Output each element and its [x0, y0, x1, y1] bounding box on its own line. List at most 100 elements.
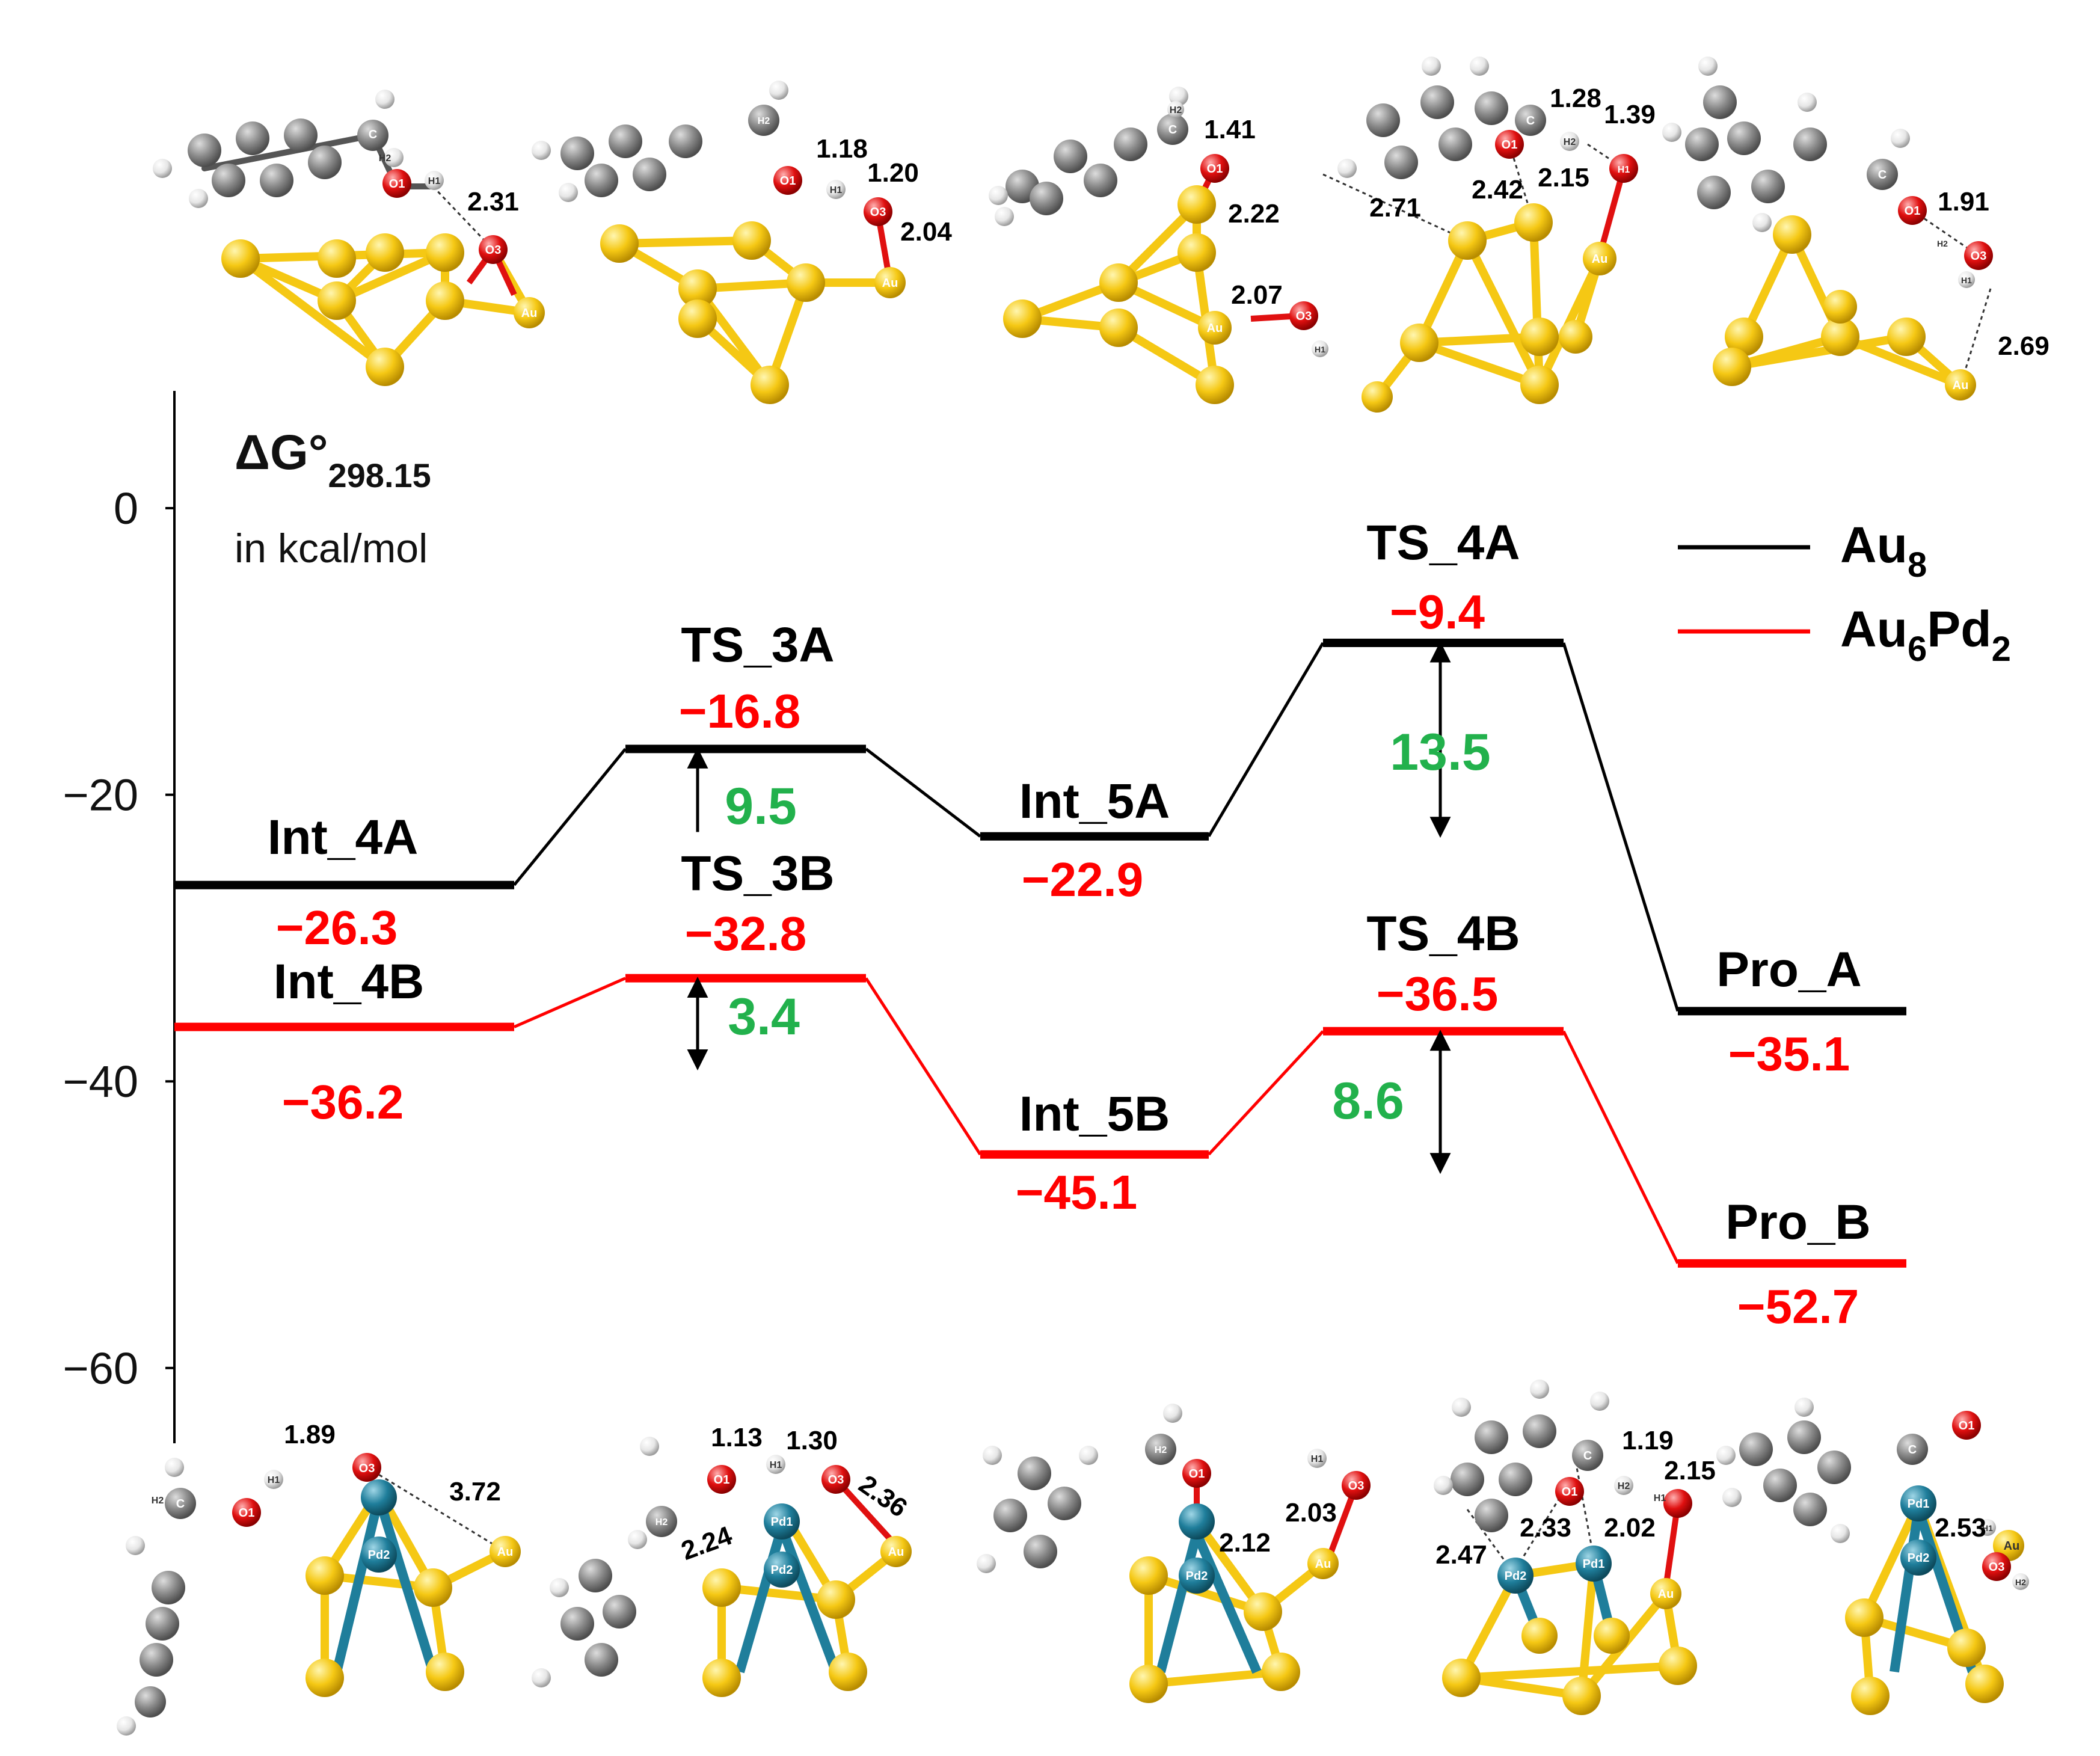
atom-label: O1	[1502, 138, 1518, 152]
state-value-ts_4b: −36.5	[1377, 967, 1498, 1021]
state-labels: Int_4A −26.3 TS_3A −16.8 Int_5A −22.9 TS_4A −9.…	[268, 515, 1871, 1333]
atom-label: H2	[2015, 1577, 2026, 1587]
state-name-ts_3b: TS_3B	[681, 846, 834, 901]
distance-label: 2.12	[1219, 1528, 1271, 1558]
atom-label: Au	[521, 307, 538, 320]
connector-line	[864, 977, 982, 1156]
distance-label: 2.22	[1228, 199, 1280, 229]
y-axis-ticks: 0 −20 −40 −60	[63, 484, 174, 1393]
legend: Au8 Au6Pd2	[1678, 517, 2011, 669]
atom-label: C	[1908, 1443, 1917, 1457]
atom-label: H1	[428, 176, 441, 186]
y-axis-title: ΔG°298.15 in kcal/mol	[235, 425, 431, 571]
atom-label: Pd2	[1505, 1570, 1527, 1583]
connector-line	[865, 748, 981, 838]
atom-label: Au	[882, 277, 898, 290]
atom-label: H2	[1155, 1445, 1167, 1455]
atom-label: H2	[655, 1517, 668, 1527]
atom-label: O1	[239, 1506, 255, 1520]
atom-label: H2	[379, 153, 391, 164]
distance-label: 2.69	[1998, 331, 2049, 361]
structure-bottom-1	[117, 1453, 521, 1736]
distance-label: 2.04	[900, 217, 952, 247]
state-name-pro_b: Pro_B	[1725, 1195, 1871, 1250]
y-tick-label: −20	[63, 770, 138, 820]
atom-label: Au	[1658, 1588, 1674, 1601]
atom-label: H1	[770, 1460, 782, 1470]
connector-line	[1562, 642, 1680, 1012]
legend-label-au6pd2: Au6Pd2	[1840, 601, 2011, 669]
atom-label: Au	[1315, 1558, 1331, 1571]
atom-label: Pd2	[368, 1549, 390, 1562]
state-name-pro_a: Pro_A	[1716, 942, 1862, 997]
distance-label: 1.30	[786, 1426, 838, 1455]
atom-label: H1	[1618, 165, 1630, 175]
atom-label: C	[1878, 168, 1887, 182]
distance-label: 1.28	[1550, 84, 1601, 113]
distance-label: 2.36	[853, 1469, 912, 1523]
atom-label: O1	[1959, 1419, 1975, 1432]
distance-label: 2.03	[1285, 1498, 1337, 1527]
y-tick-label: 0	[114, 484, 138, 533]
atom-label: Pd2	[1908, 1552, 1930, 1565]
atom-label: O1	[714, 1473, 730, 1487]
distance-label: 2.47	[1435, 1540, 1487, 1570]
distance-label: 1.91	[1938, 187, 1989, 216]
state-name-int_4b: Int_4B	[274, 954, 425, 1009]
y-tick-label: −40	[63, 1057, 138, 1107]
state-value-pro_b: −52.7	[1737, 1280, 1859, 1333]
distance-label: 2.15	[1664, 1456, 1716, 1485]
atom-label: Pd1	[1908, 1497, 1930, 1511]
structure-bottom-3	[977, 1404, 1371, 1703]
atom-label: O1	[1905, 204, 1921, 218]
state-name-int_4a: Int_4A	[268, 810, 419, 865]
atom-label: H1	[1311, 1454, 1324, 1464]
state-name-int_5b: Int_5B	[1019, 1087, 1170, 1141]
atom-label: O3	[485, 244, 502, 257]
atom-label: Au	[1207, 322, 1223, 335]
atom-label: O1	[1189, 1467, 1205, 1481]
state-value-ts_3b: −32.8	[685, 907, 806, 960]
state-value-int_4a: −26.3	[276, 901, 398, 954]
state-value-ts_3a: −16.8	[679, 684, 800, 738]
atom-label: O3	[870, 206, 886, 219]
distance-label: 1.39	[1604, 100, 1656, 129]
structure-bottom-2	[532, 1437, 912, 1697]
state-value-int_5a: −22.9	[1022, 853, 1143, 906]
structure-top-1	[153, 90, 545, 386]
atom-label: H2	[152, 1496, 164, 1506]
atom-label: H1	[830, 185, 843, 195]
structure-top-4	[1322, 57, 1638, 413]
distance-label: 3.72	[449, 1477, 501, 1506]
atom-label: C	[1168, 123, 1177, 137]
barrier-label: 8.6	[1332, 1072, 1404, 1130]
distance-label: 2.53	[1935, 1513, 1986, 1543]
atom-label: Pd2	[1186, 1570, 1208, 1583]
atom-label: Au	[1592, 253, 1608, 266]
distance-label: 2.33	[1520, 1513, 1571, 1543]
connector-line	[1207, 642, 1325, 837]
distance-label: 1.18	[816, 134, 868, 164]
distance-label: 1.19	[1622, 1426, 1674, 1455]
structure-bottom-5	[1716, 1398, 2029, 1715]
state-name-ts_4b: TS_4B	[1366, 906, 1520, 961]
state-value-int_4b: −36.2	[282, 1075, 404, 1129]
atom-label: O3	[1989, 1561, 2005, 1574]
atom-label: H1	[1654, 1493, 1666, 1503]
atom-label: O3	[1348, 1479, 1365, 1493]
atom-label: C	[176, 1497, 185, 1511]
distance-label: 1.89	[284, 1420, 336, 1449]
bottom-structures	[117, 1380, 2029, 1736]
atom-label: H1	[1961, 275, 1972, 285]
atom-label: H1	[1982, 1523, 1993, 1533]
atom-label: O1	[1562, 1485, 1578, 1499]
atom-label: H1	[268, 1475, 280, 1485]
atom-label: H2	[1170, 105, 1182, 115]
atom-label: O1	[780, 174, 796, 188]
barrier-arrows: 9.5 13.5 3.4 8.6	[687, 641, 1491, 1174]
y-tick-label: −60	[63, 1343, 138, 1393]
top-structures	[153, 57, 1993, 413]
atom-label: H2	[1937, 239, 1948, 248]
distance-label: 2.07	[1231, 280, 1283, 310]
